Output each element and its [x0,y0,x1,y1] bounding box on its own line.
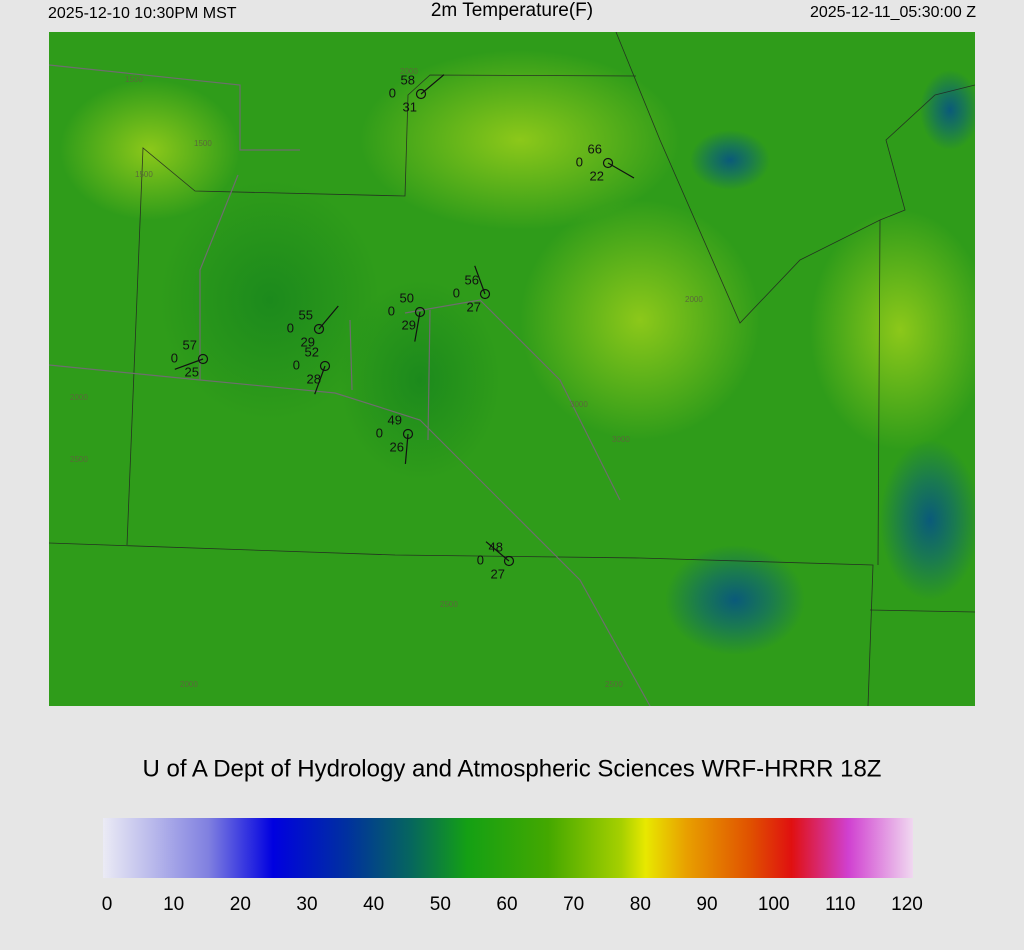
pressure: 0 [477,552,484,567]
station-circle [313,323,325,335]
dewpoint: 22 [590,168,604,183]
colorbar-tick-label: 0 [102,894,113,915]
dewpoint: 25 [185,364,199,379]
contour-label: 2500 [440,600,458,609]
contour-label: 1500 [194,139,212,148]
credit: U of A Dept of Hydrology and Atmospheric… [143,755,882,782]
dewpoint: 26 [390,439,404,454]
contour-label: 2000 [685,295,703,304]
temperature: 55 [299,307,313,322]
pressure: 0 [453,285,460,300]
station-circle [402,428,414,440]
pressure: 0 [576,154,583,169]
temperature: 66 [588,141,602,156]
dewpoint: 27 [491,566,505,581]
colorbar-tick-label: 110 [825,894,855,915]
temperature: 49 [388,412,402,427]
contour-label: 1500 [125,75,143,84]
colorbar [103,818,913,878]
contour-label: 2000 [400,67,418,76]
colorbar-tick-label: 100 [758,894,790,915]
local-time: 2025-12-10 10:30PM MST [48,5,237,22]
colorbar-tick-label: 10 [163,894,184,915]
contour-label: 1500 [135,170,153,179]
colorbar-tick-label: 30 [296,894,317,915]
map [49,32,975,706]
colorbar-tick-label: 120 [891,894,923,915]
station-circle [479,288,491,300]
colorbar-tick-label: 20 [230,894,251,915]
pressure: 0 [293,357,300,372]
pressure: 0 [287,320,294,335]
station-circle [503,555,515,567]
pressure: 0 [376,425,383,440]
station-circle [319,360,331,372]
temperature: 56 [465,272,479,287]
temperature: 48 [489,539,503,554]
contour-label: 2500 [70,455,88,464]
station-circle [414,306,426,318]
temperature: 52 [305,344,319,359]
temperature: 58 [401,72,415,87]
station-circle [415,88,427,100]
station-plots: 5803166022560275002955029520285702549026… [171,72,635,581]
contour-label: 3000 [570,400,588,409]
contour-label: 3000 [612,435,630,444]
valid-time: 2025-12-11_05:30:00 Z [810,4,976,21]
dewpoint: 29 [301,334,315,349]
pressure: 0 [171,350,178,365]
contour-label: 2000 [180,680,198,689]
temperature: 50 [400,290,414,305]
dewpoint: 28 [307,371,321,386]
colorbar-tick-label: 80 [630,894,651,915]
contour-label: 2000 [70,393,88,402]
colorbar-tick-label: 90 [696,894,717,915]
colorbar-tick-label: 70 [563,894,584,915]
colorbar-tick-label: 50 [430,894,451,915]
temperature: 57 [183,337,197,352]
contour-label: 2500 [605,680,623,689]
dewpoint: 27 [467,299,481,314]
pressure: 0 [389,85,396,100]
station-circle [602,157,614,169]
title: 2m Temperature(F) [431,0,593,21]
dewpoint: 31 [403,99,417,114]
contour-labels: 1500150015002000200020002500250030003000… [70,67,703,689]
colorbar-tick-label: 60 [496,894,517,915]
dewpoint: 29 [402,317,416,332]
pressure: 0 [388,303,395,318]
colorbar-tick-label: 40 [363,894,384,915]
station-circle [197,353,209,365]
colorbar-ticks: 0 10 20 30 40 50 60 70 80 90 100 110 120 [102,894,923,915]
